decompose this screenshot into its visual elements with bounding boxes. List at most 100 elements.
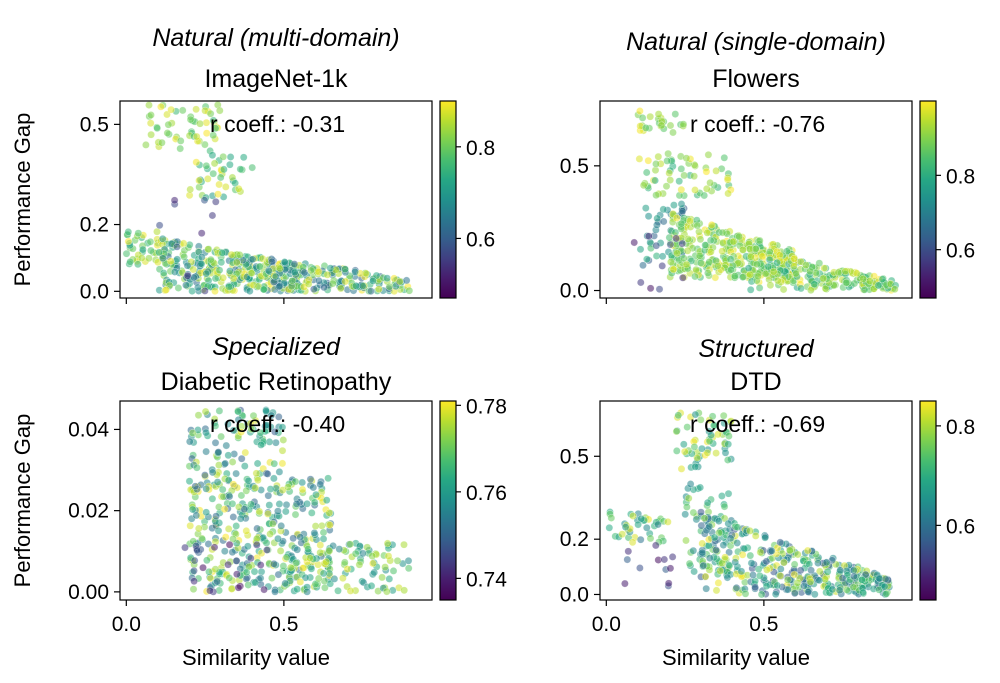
y-tick-label: 0.2: [80, 214, 109, 237]
scatter-point: [685, 217, 694, 225]
scatter-point: [658, 262, 667, 270]
scatter-point: [181, 543, 189, 552]
scatter-point: [330, 575, 339, 583]
scatter-point: [672, 234, 680, 243]
scatter-point: [673, 249, 681, 258]
scatter-point: [402, 276, 411, 285]
scatter-point: [232, 258, 241, 267]
scatter-point: [137, 254, 146, 262]
scatter-point: [701, 572, 710, 581]
scatter-point: [153, 124, 162, 133]
scatter-point: [771, 590, 780, 599]
scatter-point: [237, 428, 245, 436]
scatter-point: [257, 567, 266, 576]
scatter-point: [323, 270, 332, 279]
scatter-point: [176, 144, 185, 153]
scatter-point: [724, 440, 733, 449]
scatter-point: [196, 119, 204, 128]
scatter-point: [714, 517, 723, 525]
scatter-point: [726, 255, 735, 264]
scatter-point: [206, 586, 214, 595]
scatter-point: [389, 567, 398, 575]
scatter-point: [134, 260, 142, 269]
scatter-point: [716, 567, 725, 575]
scatter-point: [719, 411, 728, 420]
scatter-point: [634, 520, 642, 529]
scatter-point: [763, 565, 771, 574]
scatter-point: [193, 546, 201, 555]
scatter-point: [192, 158, 201, 167]
scatter-point: [659, 205, 668, 214]
scatter-point: [237, 454, 246, 463]
scatter-point: [751, 583, 759, 592]
scatter-point: [229, 535, 237, 543]
scatter-point: [293, 585, 302, 594]
scatter-point: [677, 200, 686, 208]
scatter-point: [176, 137, 185, 145]
colorbar: [439, 100, 457, 299]
scatter-point: [229, 480, 238, 489]
scatter-point: [703, 228, 712, 237]
scatter-point: [870, 272, 878, 281]
scatter-point: [203, 175, 212, 183]
r-coefficient-annotation: r coeff.: -0.40: [210, 411, 345, 437]
scatter-point: [335, 545, 344, 553]
scatter-point: [754, 272, 762, 281]
scatter-point: [276, 547, 285, 555]
scatter-point: [255, 262, 264, 271]
scatter-point: [385, 575, 394, 583]
scatter-point: [340, 558, 349, 567]
scatter-point: [707, 431, 715, 440]
scatter-point: [203, 556, 211, 565]
scatter-point: [303, 587, 311, 596]
scatter-point: [677, 185, 686, 194]
scatter-point: [271, 272, 280, 281]
panel-1: Natural (multi-domain) ImageNet-1k 0.0 0.2 0…: [10, 24, 495, 304]
y-tick-label: 0.02: [68, 500, 109, 523]
colorbar-tick-label: 0.8: [466, 137, 495, 160]
scatter-point: [658, 252, 667, 261]
scatter-point: [259, 285, 268, 294]
scatter-point: [229, 426, 238, 435]
scatter-point: [790, 254, 799, 263]
scatter-point: [206, 255, 215, 264]
scatter-point: [224, 560, 232, 569]
scatter-point: [636, 107, 644, 115]
colorbar-tick-label: 0.74: [466, 568, 507, 591]
scatter-point: [188, 505, 197, 514]
scatter-point: [322, 558, 330, 566]
x-tick-label: 0.5: [749, 613, 778, 636]
scatter-point: [841, 267, 850, 276]
scatter-point: [849, 583, 858, 591]
scatter-point: [738, 550, 747, 559]
panel-category-title: Structured: [698, 335, 814, 363]
scatter-point: [835, 586, 844, 595]
scatter-point: [807, 286, 815, 295]
scatter-point: [810, 590, 819, 599]
scatter-point: [162, 286, 170, 294]
scatter-point: [142, 141, 150, 149]
x-tick-label: 0.0: [592, 613, 621, 636]
scatter-point: [702, 184, 711, 193]
scatter-point: [198, 534, 206, 543]
scatter-point: [685, 559, 694, 568]
scatter-point: [381, 563, 389, 571]
scatter-point: [679, 120, 688, 129]
scatter-point: [692, 265, 700, 274]
scatter-point: [243, 542, 252, 551]
scatter-point: [232, 469, 240, 478]
scatter-point: [878, 275, 887, 284]
scatter-point: [216, 173, 225, 182]
scatter-point: [234, 583, 243, 592]
scatter-point: [696, 483, 705, 492]
scatter-point: [322, 496, 331, 505]
scatter-point: [646, 534, 655, 543]
scatter-point: [263, 470, 272, 478]
scatter-point: [859, 588, 867, 597]
scatter-point: [890, 285, 899, 294]
scatter-point: [858, 575, 866, 584]
scatter-point: [343, 565, 352, 573]
y-tick-label: 0.0: [560, 280, 589, 303]
scatter-point: [723, 175, 732, 184]
colorbar-tick-label: 0.8: [946, 165, 975, 188]
